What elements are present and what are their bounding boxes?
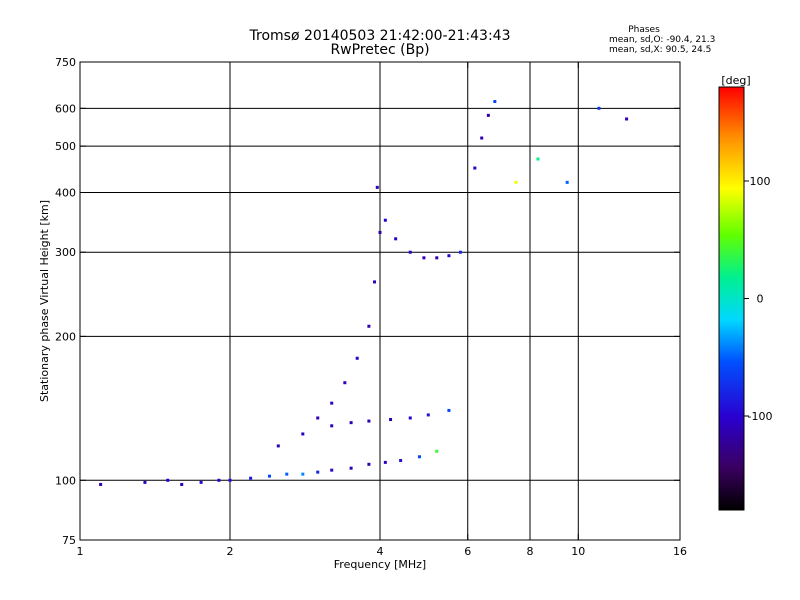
scatter-point <box>435 449 439 453</box>
chart-subtitle: RwPretec (Bp) <box>330 42 429 58</box>
colorbar-tick-label: 0 <box>757 293 764 306</box>
y-axis-label: Stationary phase Virtual Height [km] <box>38 200 51 402</box>
y-tick-label: 300 <box>55 246 76 259</box>
scatter-point <box>493 100 497 104</box>
scatter-point <box>394 237 398 241</box>
scatter-point <box>217 478 221 482</box>
colorbar-tick-label: 100 <box>750 175 771 188</box>
x-tick-label: 10 <box>571 545 585 558</box>
scatter-point <box>399 458 403 462</box>
y-tick-label: 600 <box>55 102 76 115</box>
scatter-point <box>228 478 232 482</box>
grid-lines <box>80 62 680 540</box>
scatter-point <box>249 476 253 480</box>
scatter-point <box>375 185 379 189</box>
y-tick-label: 500 <box>55 140 76 153</box>
y-tick-label: 75 <box>62 534 76 547</box>
x-tick-label: 6 <box>464 545 471 558</box>
scatter-point <box>473 166 477 170</box>
chart-title: Tromsø 20140503 21:42:00-21:43:43 <box>249 28 511 44</box>
scatter-point <box>625 117 629 121</box>
scatter-point <box>536 157 540 161</box>
x-tick-label: 16 <box>673 545 687 558</box>
scatter-point <box>276 444 280 448</box>
scatter-point <box>330 424 334 428</box>
scatter-point <box>514 180 518 184</box>
scatter-point <box>383 460 387 464</box>
colorbar <box>718 86 745 511</box>
scatter-point <box>267 474 271 478</box>
scatter-point <box>426 413 430 417</box>
scatter-point <box>367 324 371 328</box>
y-tick-label: 400 <box>55 186 76 199</box>
scatter-point <box>349 466 353 470</box>
scatter-point <box>486 113 490 117</box>
phase-stats-o: mean, sd,O: -90.4, 21.3 <box>609 35 715 45</box>
data-points <box>99 100 629 486</box>
scatter-point <box>389 418 393 422</box>
x-tick-label: 4 <box>377 545 384 558</box>
scatter-point <box>435 256 439 260</box>
y-tick-label: 750 <box>55 56 76 69</box>
scatter-point <box>480 136 484 140</box>
scatter-point <box>447 254 451 258</box>
phase-stats-x: mean, sd,X: 90.5, 24.5 <box>609 45 711 55</box>
scatter-point <box>408 250 412 254</box>
scatter-point <box>447 408 451 412</box>
colorbar-label: [deg] <box>721 74 750 87</box>
scatter-point <box>367 462 371 466</box>
scatter-point <box>597 106 601 110</box>
x-tick-label: 8 <box>527 545 534 558</box>
x-tick-label: 1 <box>77 545 84 558</box>
scatter-point <box>422 256 426 260</box>
scatter-point <box>367 419 371 423</box>
scatter-point <box>355 356 359 360</box>
phases-heading: Phases <box>628 25 660 35</box>
scatter-point <box>316 470 320 474</box>
scatter-point <box>408 416 412 420</box>
scatter-point <box>143 480 147 484</box>
scatter-point <box>349 421 353 425</box>
scatter-point <box>285 472 289 476</box>
scatter-point <box>458 250 462 254</box>
scatter-point <box>330 401 334 405</box>
scatter-point <box>166 478 170 482</box>
scatter-point <box>301 432 305 436</box>
y-tick-label: 200 <box>55 330 76 343</box>
scatter-point <box>343 381 347 385</box>
scatter-point <box>316 416 320 420</box>
scatter-point <box>301 472 305 476</box>
scatter-point <box>373 280 377 284</box>
x-axis-label: Frequency [MHz] <box>334 558 426 571</box>
axis-ticks: 1 2 4 6 8 10 16 75 100 200 300 400 500 600 750 <box>55 56 687 558</box>
scatter-point <box>99 482 103 486</box>
scatter-point <box>199 480 203 484</box>
x-tick-label: 2 <box>227 545 234 558</box>
scatter-point <box>330 468 334 472</box>
scatter-point <box>417 455 421 459</box>
y-tick-label: 100 <box>55 474 76 487</box>
scatter-point <box>383 218 387 222</box>
scatter-point <box>565 180 569 184</box>
colorbar-ticks: 100 0 -100 <box>744 175 772 423</box>
colorbar-tick-label: -100 <box>748 410 773 423</box>
scatter-point <box>378 230 382 234</box>
scatter-point <box>180 482 184 486</box>
